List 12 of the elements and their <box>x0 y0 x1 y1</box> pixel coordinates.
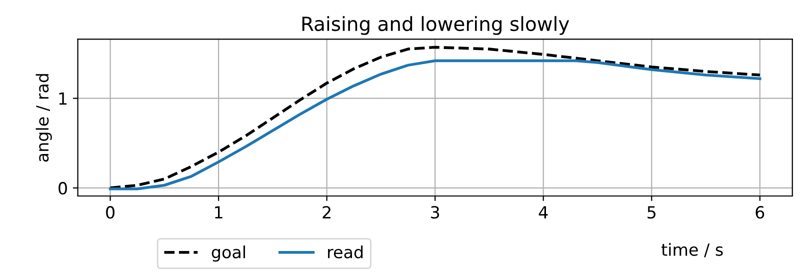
x-tick-label: 5 <box>648 206 656 219</box>
x-tick-label: 6 <box>756 206 764 219</box>
x-tick-label: 3 <box>431 206 440 219</box>
x-tick-label: 0 <box>106 206 114 219</box>
chart-title: Raising and lowering slowly <box>302 16 570 35</box>
legend-label: goal <box>212 245 245 262</box>
x-tick-label: 4 <box>538 206 548 218</box>
legend-label: read <box>328 245 363 258</box>
x-tick-label: 2 <box>322 206 330 218</box>
x-tick-label: 1 <box>215 206 222 218</box>
x-axis-title: time / s <box>662 243 723 258</box>
y-axis-title: angle / rad <box>36 74 52 162</box>
